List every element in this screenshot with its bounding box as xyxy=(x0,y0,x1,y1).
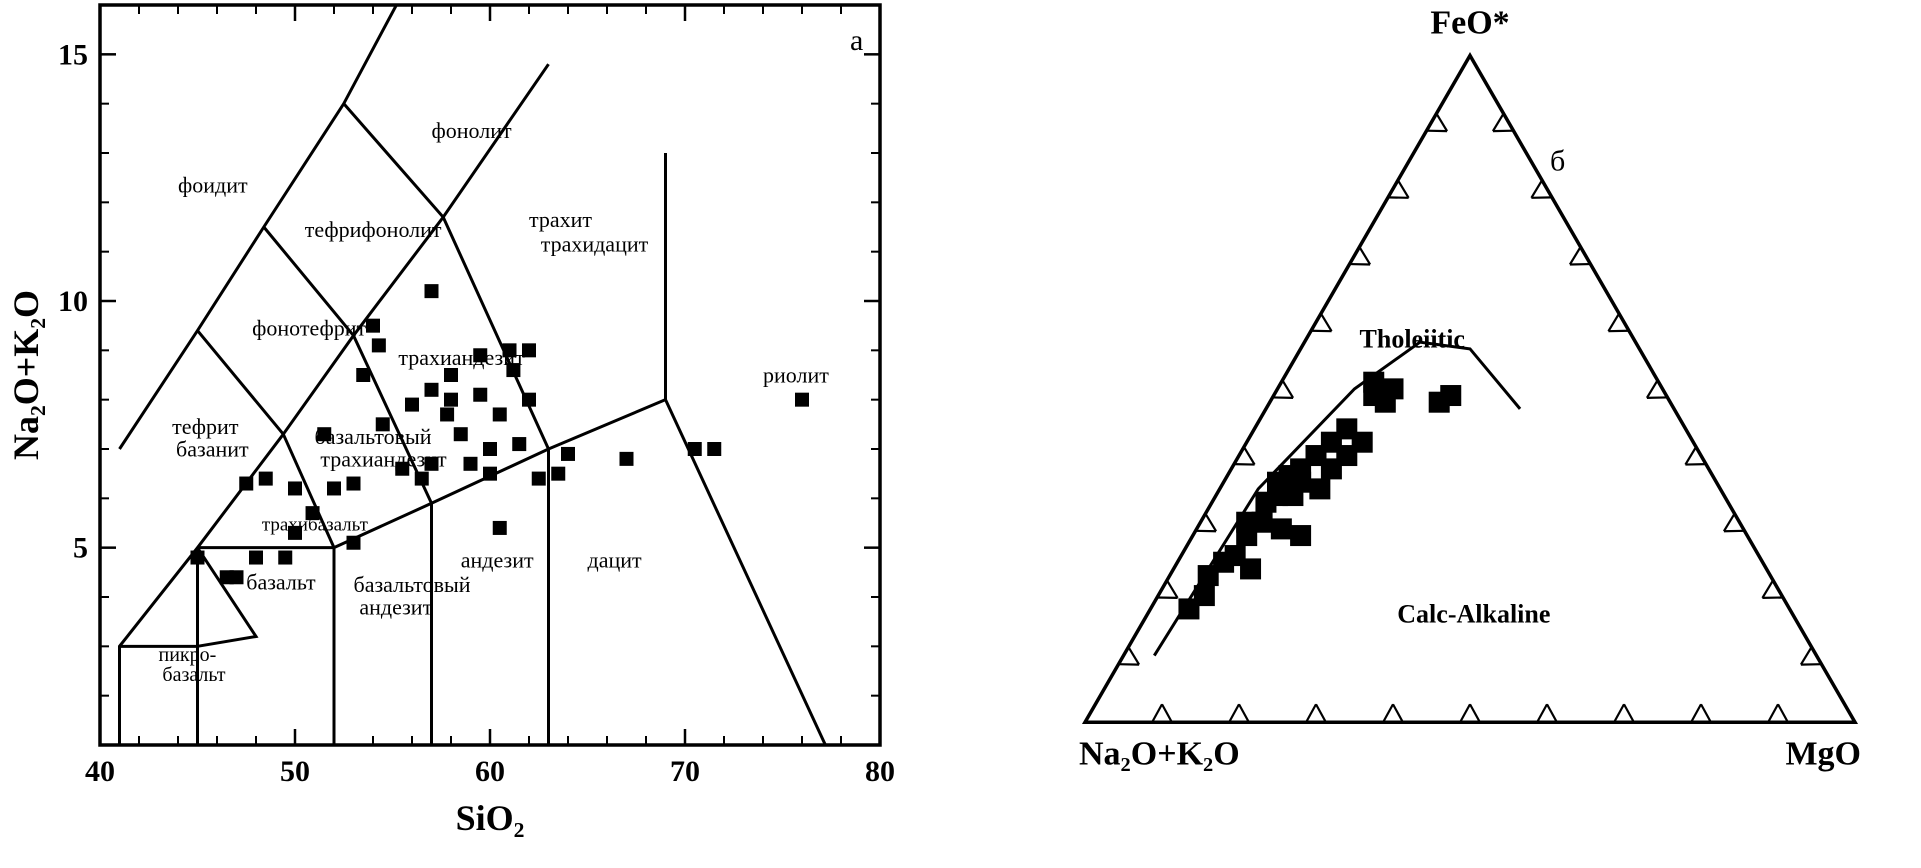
tas-data-point xyxy=(707,442,721,456)
tas-data-point xyxy=(347,477,361,491)
tas-xlabel: SiO₂ xyxy=(456,798,525,838)
tas-field-label: трахит xyxy=(529,207,592,232)
tas-data-point xyxy=(493,521,507,535)
tas-field-label: фонотефрит xyxy=(252,316,366,341)
tas-data-point xyxy=(532,472,546,486)
tas-data-point xyxy=(191,551,205,565)
tas-data-point xyxy=(688,442,702,456)
tas-data-point xyxy=(288,526,302,540)
afm-region-calcalk: Calc-Alkaline xyxy=(1397,599,1550,628)
afm-data-point xyxy=(1271,518,1292,539)
tas-data-point xyxy=(415,472,429,486)
tas-field-label: тефрифонолит xyxy=(305,217,442,242)
tas-data-point xyxy=(493,407,507,421)
afm-data-point xyxy=(1240,558,1261,579)
afm-region-tholeiitic: Tholeiitic xyxy=(1360,325,1465,354)
tas-data-point xyxy=(376,417,390,431)
tas-data-point xyxy=(425,284,439,298)
tas-data-point xyxy=(444,393,458,407)
tas-field-label: базанит xyxy=(176,436,249,461)
tas-field-lines xyxy=(120,5,826,745)
tas-data-point xyxy=(366,319,380,333)
afm-data-point xyxy=(1194,585,1215,606)
afm-data-point xyxy=(1440,385,1461,406)
tas-field-label: риолит xyxy=(763,362,829,387)
tas-xtick-label: 80 xyxy=(865,755,895,788)
tas-data-point xyxy=(239,477,253,491)
tas-ytick-label: 5 xyxy=(73,532,88,565)
tas-data-point xyxy=(620,452,634,466)
tas-data-point xyxy=(288,481,302,495)
tas-field-label: базальт xyxy=(162,664,225,686)
tas-xtick-label: 70 xyxy=(670,755,700,788)
tas-field-label: андезит xyxy=(461,547,534,572)
tas-field-label: дацит xyxy=(588,547,643,572)
tas-field-label: трахидацит xyxy=(541,232,649,257)
afm-data-point xyxy=(1352,432,1373,453)
tas-data-point xyxy=(561,447,575,461)
afm-data-point xyxy=(1252,512,1273,533)
afm-data-point xyxy=(1290,525,1311,546)
tas-data-point xyxy=(259,472,273,486)
tas-data-point xyxy=(425,383,439,397)
tas-data-point xyxy=(795,393,809,407)
tas-data-point xyxy=(522,393,536,407)
tas-data-point xyxy=(483,467,497,481)
tas-data-point xyxy=(317,427,331,441)
afm-panel-label: б xyxy=(1550,144,1565,177)
tas-data-point xyxy=(506,363,520,377)
tas-data-point xyxy=(473,348,487,362)
tas-ytick-label: 10 xyxy=(58,285,88,318)
tas-data-point xyxy=(551,467,565,481)
tas-data-point xyxy=(512,437,526,451)
tas-data-point xyxy=(473,388,487,402)
tas-field-label: базальт xyxy=(246,570,316,595)
tas-data-point xyxy=(425,457,439,471)
tas-field-label: пикро- xyxy=(159,644,217,666)
tas-field-label: андезит xyxy=(359,594,432,619)
afm-data-point xyxy=(1383,378,1404,399)
tas-panel-label: а xyxy=(850,24,863,57)
afm-data-point xyxy=(1309,478,1330,499)
tas-xtick-label: 60 xyxy=(475,755,505,788)
tas-data-point xyxy=(356,368,370,382)
tas-data-point xyxy=(464,457,478,471)
tas-data-point xyxy=(503,343,517,357)
tas-data-point xyxy=(395,462,409,476)
tas-field-label: фонолит xyxy=(432,118,512,143)
afm-apex-top: FeO* xyxy=(1430,4,1509,41)
tas-data-point xyxy=(454,427,468,441)
tas-data-point xyxy=(405,398,419,412)
afm-apex-left: Na₂O+K₂O xyxy=(1079,735,1240,772)
tas-xtick-label: 40 xyxy=(85,755,115,788)
tas-field-label: фоидит xyxy=(178,172,248,197)
tas-data-point xyxy=(483,442,497,456)
tas-data-point xyxy=(522,343,536,357)
tas-data-point xyxy=(230,570,244,584)
tas-data-point xyxy=(327,481,341,495)
tas-data-point xyxy=(278,551,292,565)
tas-data-point xyxy=(372,338,386,352)
tas-ylabel: Na₂O+K₂O xyxy=(6,290,46,460)
tas-data-point xyxy=(306,506,320,520)
afm-data-point xyxy=(1363,372,1384,393)
tas-xtick-label: 50 xyxy=(280,755,310,788)
tas-ytick-label: 15 xyxy=(58,38,88,71)
figure-svg: 40 50 60 70 80 5 10 15 фоидит тефрифонолит фонотеф… xyxy=(0,0,1921,868)
tas-data-point xyxy=(440,407,454,421)
tas-data-point xyxy=(249,551,263,565)
afm-apex-right: MgO xyxy=(1785,735,1861,772)
tas-data-point xyxy=(347,536,361,550)
tas-data-point xyxy=(444,368,458,382)
